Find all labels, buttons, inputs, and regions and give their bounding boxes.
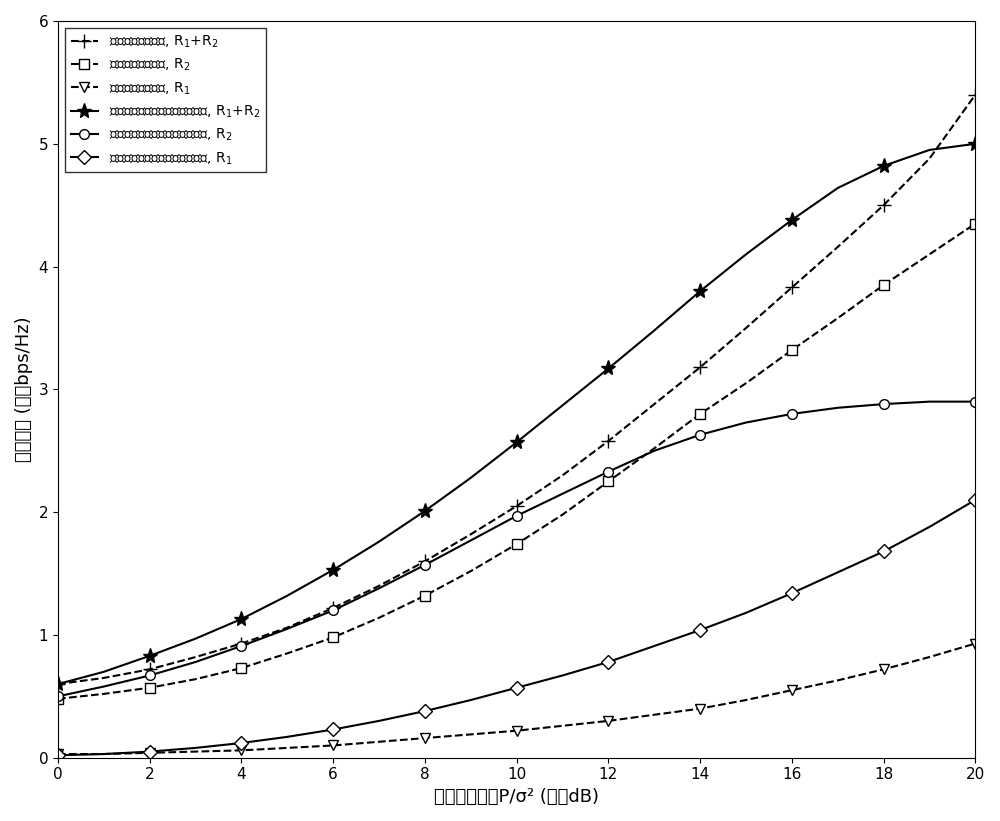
X-axis label: 发送功率约束P/σ² (单位dB): 发送功率约束P/σ² (单位dB) [434, 788, 599, 806]
Y-axis label: 可达速率 (单位bps/Hz): 可达速率 (单位bps/Hz) [15, 317, 33, 462]
Legend: 均匀功率分配算法, R$_1$+R$_2$, 均匀功率分配算法, R$_2$, 均匀功率分配算法, R$_1$, 斯坦科尔伯格博弈功率分配算法, R$_1$+R: 均匀功率分配算法, R$_1$+R$_2$, 均匀功率分配算法, R$_2$, … [65, 28, 266, 172]
